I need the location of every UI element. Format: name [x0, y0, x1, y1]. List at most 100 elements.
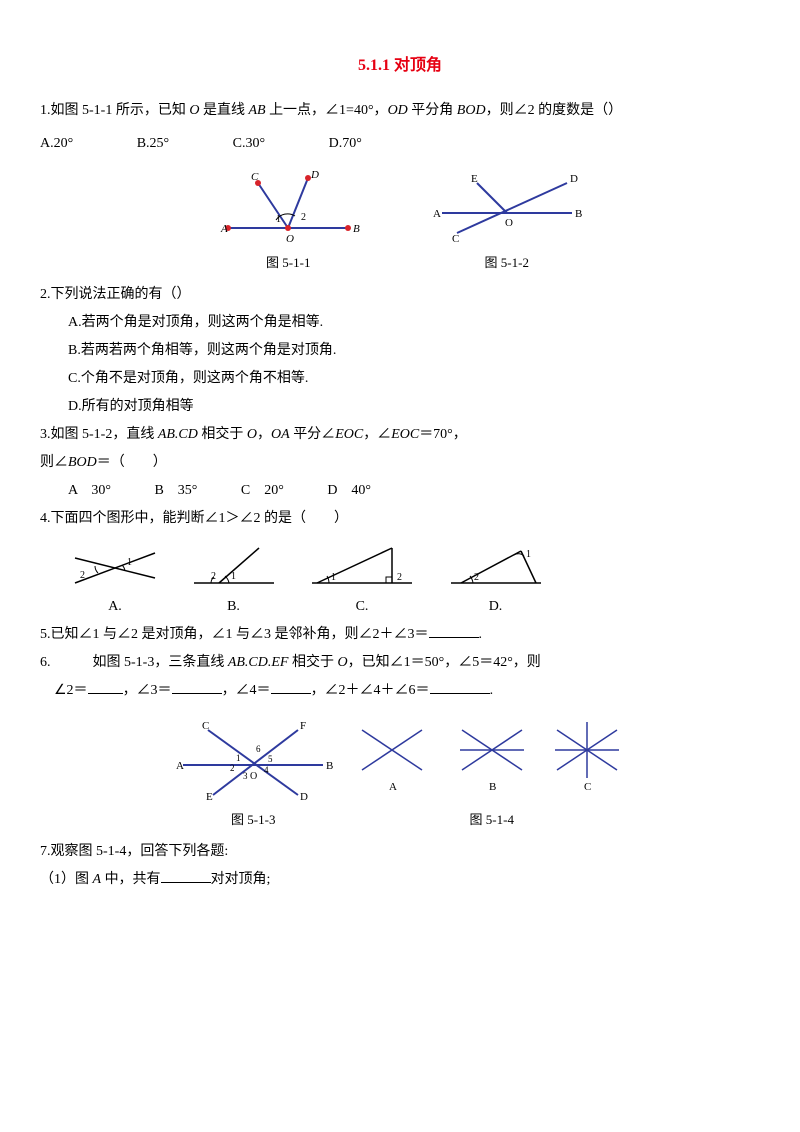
q4-figures: 1 2 A. 2 1 B. 1 2 C.	[70, 543, 760, 621]
blank	[271, 679, 311, 694]
q3-optA: A 30°	[68, 477, 111, 505]
question-6: 6. 如图 5-1-3，三条直线 AB.CD.EF 相交于 O，已知∠1＝50°…	[40, 649, 760, 677]
svg-text:D: D	[570, 173, 578, 185]
q6-text: ，已知∠1＝50°，∠5＝42°，则	[348, 655, 541, 670]
q1-optA: A.20°	[40, 130, 73, 158]
q1-optB: B.25°	[137, 130, 169, 158]
svg-text:2: 2	[211, 571, 216, 582]
fig-5-1-1-label: 图 5-1-1	[213, 250, 363, 276]
svg-text:E: E	[206, 791, 213, 803]
svg-text:C: C	[452, 233, 459, 245]
svg-text:F: F	[300, 720, 306, 732]
fig-5-1-3-label: 图 5-1-3	[168, 807, 338, 833]
q1-AB: AB	[248, 103, 265, 118]
fig-5-1-2-label: 图 5-1-2	[427, 250, 587, 276]
blank	[88, 679, 123, 694]
q5-text: .	[479, 627, 483, 642]
fig4-A-label: A	[389, 781, 397, 793]
svg-text:6: 6	[256, 744, 261, 754]
figure-5-1-4: A B C 图 5-1-4	[352, 715, 632, 833]
q1-BOD: BOD	[457, 103, 486, 118]
q5-text: 5.已知∠1 与∠2 是对顶角，∠1 与∠3 是邻补角，则∠2＋∠3＝	[40, 627, 429, 642]
q3-text: ，	[257, 427, 271, 442]
svg-text:4: 4	[264, 765, 269, 775]
svg-text:A: A	[433, 208, 441, 220]
blank	[172, 679, 222, 694]
q7-text: 中，共有	[101, 872, 161, 887]
q3-text: 3.如图 5-1-2，直线	[40, 427, 158, 442]
q3-O: O	[247, 427, 257, 442]
blank	[161, 868, 211, 883]
svg-text:O: O	[505, 217, 513, 229]
q6-l2: ，∠4＝	[222, 683, 271, 698]
figure-row-2: AB CD EF O 12 34 56 图 5-1-3 A B	[40, 715, 760, 833]
question-7: 7.观察图 5-1-4，回答下列各题:	[40, 838, 760, 866]
q3-options: A 30° B 35° C 20° D 40°	[40, 477, 760, 505]
q3-text: 平分∠	[290, 427, 336, 442]
svg-text:2: 2	[397, 572, 402, 583]
q6-l2: ，∠2＋∠4＋∠6＝	[311, 683, 430, 698]
svg-text:1: 1	[276, 214, 281, 225]
q4-labelC: C.	[307, 593, 417, 621]
q6-O: O	[337, 655, 347, 670]
svg-text:E: E	[471, 173, 478, 185]
question-2: 2.下列说法正确的有（）	[40, 281, 760, 309]
q4-figA: 1 2 A.	[70, 543, 160, 621]
q7-A: A	[93, 872, 102, 887]
figure-5-1-1: A B O C D 1 2 图 5-1-1	[213, 168, 363, 276]
blank	[429, 623, 479, 638]
q3-optC: C 20°	[241, 477, 284, 505]
q6-text: 如图 5-1-3，三条直线	[93, 655, 228, 670]
svg-text:1: 1	[526, 549, 531, 560]
question-1: 1.如图 5-1-1 所示，已知 O 是直线 AB 上一点，∠1=40°，OD …	[40, 97, 760, 125]
q4-labelA: A.	[70, 593, 160, 621]
svg-text:3: 3	[243, 771, 248, 781]
q3-EOC: EOC	[335, 427, 363, 442]
svg-text:2: 2	[230, 763, 235, 773]
svg-text:1: 1	[331, 572, 336, 583]
q1-text: 1.如图 5-1-1 所示，已知	[40, 103, 189, 118]
figure-5-1-2: A B D C E O 图 5-1-2	[427, 168, 587, 276]
q3-l2a: 则∠	[40, 455, 68, 470]
q6-abcdef: AB.CD.EF	[228, 655, 289, 670]
svg-text:5: 5	[268, 754, 273, 764]
q3-EOC2: EOC	[391, 427, 419, 442]
q1-OD: OD	[388, 103, 408, 118]
svg-text:O: O	[250, 771, 257, 782]
svg-text:1: 1	[127, 557, 132, 568]
q3-text: ＝70°，	[419, 427, 467, 442]
svg-text:C: C	[202, 720, 209, 732]
q3-optD: D 40°	[327, 477, 371, 505]
question-3-line2: 则∠BOD＝（ ）	[40, 449, 760, 477]
q3-text: ，∠	[363, 427, 391, 442]
svg-text:A: A	[176, 760, 184, 772]
q4-labelD: D.	[446, 593, 546, 621]
q1-text: 上一点，∠1=40°，	[266, 103, 388, 118]
q3-optB: B 35°	[154, 477, 197, 505]
fig4-B-label: B	[489, 781, 496, 793]
q3-BOD: BOD	[68, 455, 97, 470]
figure-row-1: A B O C D 1 2 图 5-1-1 A B D C E O 图 5-1-…	[40, 168, 760, 276]
svg-text:D: D	[300, 791, 308, 803]
q1-options: A.20° B.25° C.30° D.70°	[40, 130, 760, 158]
svg-text:B: B	[353, 223, 360, 235]
q4-labelB: B.	[189, 593, 279, 621]
q7-text: 对对顶角;	[211, 872, 271, 887]
svg-text:O: O	[286, 233, 294, 245]
svg-text:1: 1	[236, 753, 241, 763]
page-title: 5.1.1 对顶角	[40, 50, 760, 82]
figure-5-1-3: AB CD EF O 12 34 56 图 5-1-3	[168, 715, 338, 833]
q2-optD: D.所有的对顶角相等	[40, 393, 760, 421]
q1-optC: C.30°	[233, 130, 265, 158]
svg-text:1: 1	[231, 571, 236, 582]
q6-l2: .	[490, 683, 494, 698]
question-7-sub1: （1）图 A 中，共有对对顶角;	[40, 866, 760, 894]
q6-l2: ，∠3＝	[123, 683, 172, 698]
q3-text: 相交于	[198, 427, 247, 442]
q4-figD: 1 2 D.	[446, 543, 546, 621]
q4-figC: 1 2 C.	[307, 543, 417, 621]
blank	[430, 679, 490, 694]
fig-5-1-4-label: 图 5-1-4	[352, 807, 632, 833]
svg-text:2: 2	[474, 572, 479, 583]
q1-O: O	[189, 103, 199, 118]
